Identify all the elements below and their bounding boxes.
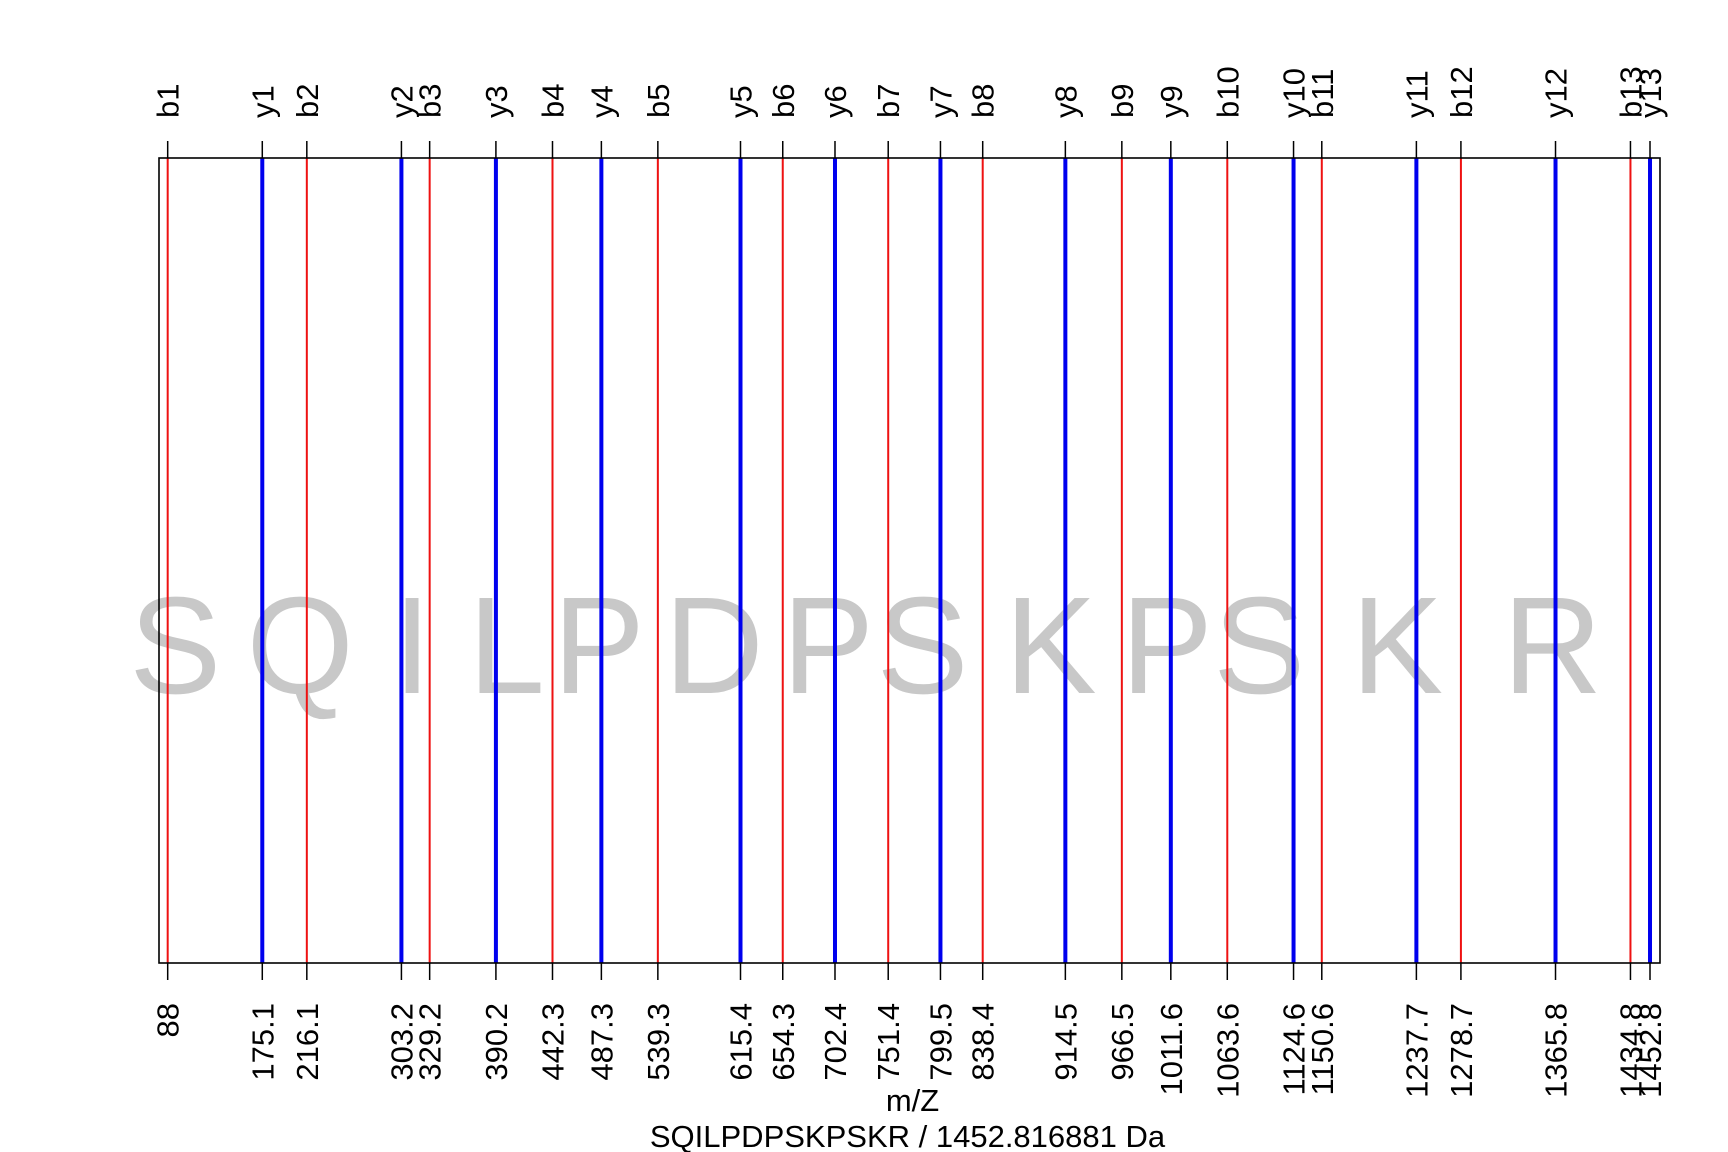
mz-label-b2: 216.1 bbox=[290, 1003, 325, 1081]
mz-label-b1: 88 bbox=[151, 1003, 186, 1037]
ion-label-b5: b5 bbox=[641, 84, 676, 118]
ion-label-b9: b9 bbox=[1105, 84, 1140, 118]
ion-label-y12: y12 bbox=[1539, 68, 1574, 118]
ion-label-y3: y3 bbox=[479, 85, 514, 118]
ion-label-b1: b1 bbox=[151, 84, 186, 118]
ion-label-b2: b2 bbox=[290, 84, 325, 118]
ion-label-b11: b11 bbox=[1305, 69, 1340, 118]
ion-label-b3: b3 bbox=[413, 84, 448, 118]
ion-label-b13: b13 bbox=[1613, 66, 1648, 118]
mz-label-y5: 615.4 bbox=[724, 1003, 759, 1081]
mz-label-b12: 1278.7 bbox=[1444, 1003, 1479, 1098]
ion-label-y5: y5 bbox=[724, 85, 759, 118]
mz-label-b11: 1150.6 bbox=[1305, 1003, 1340, 1096]
residue-letter-8: S bbox=[877, 569, 969, 723]
residue-letter-5: P bbox=[553, 569, 645, 723]
ion-label-b4: b4 bbox=[535, 84, 570, 118]
mz-label-y13: 1452.8 bbox=[1633, 1003, 1668, 1098]
residue-letter-4: L bbox=[468, 569, 545, 723]
mz-label-y10: 1124.6 bbox=[1277, 1003, 1312, 1096]
mz-label-y9: 1011.6 bbox=[1154, 1003, 1189, 1096]
ion-label-b10: b10 bbox=[1210, 66, 1245, 118]
mz-label-b9: 966.5 bbox=[1105, 1003, 1140, 1081]
mz-label-b7: 751.4 bbox=[871, 1003, 906, 1081]
ion-label-y11: y11 bbox=[1399, 70, 1434, 118]
chart-subtitle: SQILPDPSKPSKR / 1452.816881 Da bbox=[650, 1119, 1166, 1152]
mz-label-y4: 487.3 bbox=[584, 1003, 619, 1081]
mz-label-y8: 914.5 bbox=[1048, 1003, 1083, 1081]
mz-label-b10: 1063.6 bbox=[1210, 1003, 1245, 1098]
mz-label-y3: 390.2 bbox=[479, 1003, 514, 1081]
mz-label-y12: 1365.8 bbox=[1539, 1003, 1574, 1098]
ion-label-y7: y7 bbox=[923, 85, 958, 118]
mz-label-y1: 175.1 bbox=[245, 1003, 280, 1081]
plot-frame bbox=[158, 157, 1661, 964]
mz-label-b8: 838.4 bbox=[966, 1003, 1001, 1081]
residue-letter-13: R bbox=[1503, 569, 1603, 723]
residue-letter-11: S bbox=[1213, 569, 1305, 723]
residue-letter-7: P bbox=[782, 569, 874, 723]
mz-label-b6: 654.3 bbox=[766, 1003, 801, 1081]
mz-label-y11: 1237.7 bbox=[1399, 1003, 1434, 1098]
x-axis-title: m/Z bbox=[886, 1083, 939, 1118]
ion-label-y4: y4 bbox=[584, 85, 619, 118]
mz-label-y6: 702.4 bbox=[818, 1003, 853, 1081]
ion-label-y9: y9 bbox=[1154, 85, 1189, 118]
residue-letter-9: K bbox=[1005, 569, 1097, 723]
residue-letter-2: Q bbox=[247, 569, 354, 723]
ion-label-b6: b6 bbox=[766, 84, 801, 118]
ion-label-b7: b7 bbox=[871, 84, 906, 118]
ion-label-y6: y6 bbox=[818, 85, 853, 118]
ion-label-y2: y2 bbox=[384, 85, 419, 118]
ion-label-b12: b12 bbox=[1444, 66, 1479, 118]
residue-letter-10: P bbox=[1121, 569, 1213, 723]
residue-letter-1: S bbox=[129, 569, 221, 723]
ion-label-y8: y8 bbox=[1048, 85, 1083, 118]
mz-label-b13: 1434.8 bbox=[1613, 1003, 1648, 1098]
ion-label-y10: y10 bbox=[1277, 68, 1312, 118]
residue-letter-3: I bbox=[393, 569, 431, 723]
mz-label-b3: 329.2 bbox=[413, 1003, 448, 1081]
ion-peaks bbox=[166, 158, 1653, 963]
ion-label-y1: y1 bbox=[245, 85, 280, 118]
mz-label-b5: 539.3 bbox=[641, 1003, 676, 1081]
mz-label-b4: 442.3 bbox=[535, 1003, 570, 1081]
residue-letter-6: D bbox=[664, 569, 764, 723]
mz-label-y7: 799.5 bbox=[923, 1003, 958, 1081]
residue-letter-12: K bbox=[1351, 569, 1443, 723]
mz-label-y2: 303.2 bbox=[384, 1003, 419, 1081]
ion-label-y13: y13 bbox=[1633, 68, 1668, 118]
ion-label-b8: b8 bbox=[966, 84, 1001, 118]
